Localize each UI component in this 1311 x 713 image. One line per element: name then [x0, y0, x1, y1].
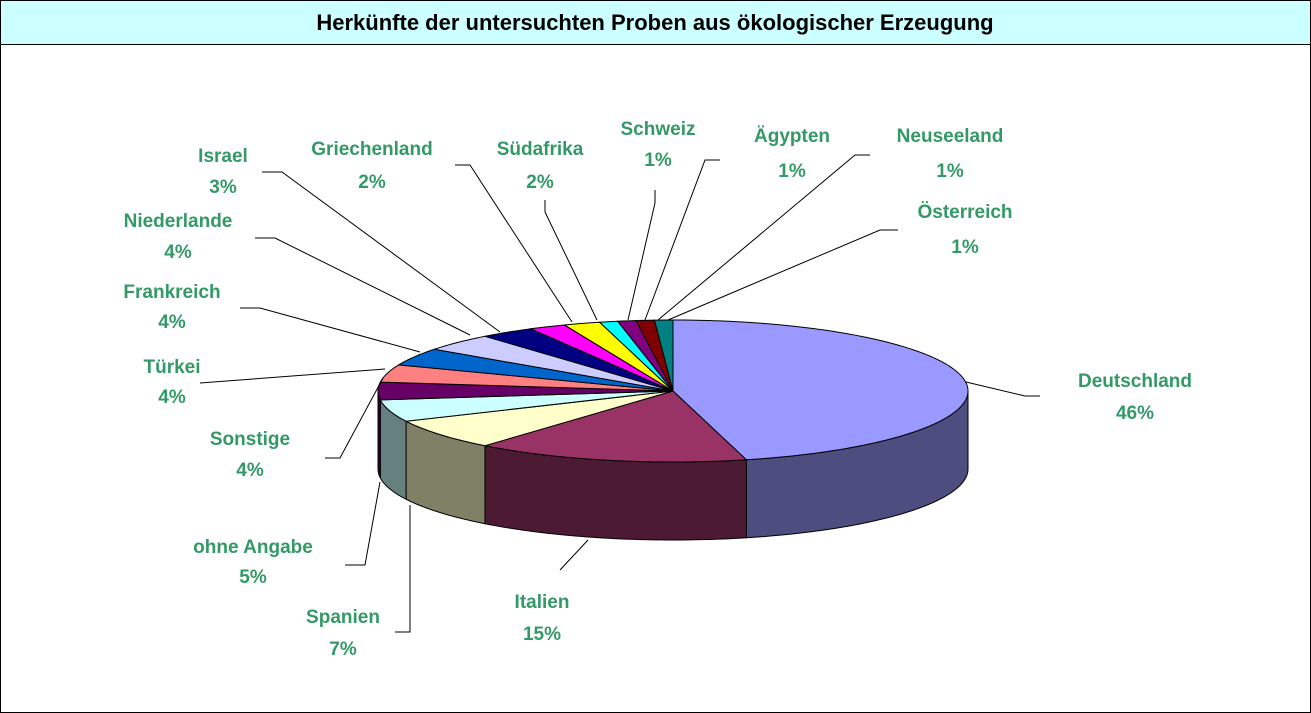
pie-slice: [484, 328, 674, 392]
slice-label: Israel: [198, 146, 248, 167]
slice-label: Ägypten: [754, 126, 830, 147]
pie-slice: [484, 390, 748, 463]
labels: Deutschland 46% Italien 15% Spanien 7% ohne An…: [123, 119, 1192, 660]
pie-slice: [529, 324, 674, 392]
leader-line: [325, 377, 384, 459]
leader-line: [345, 481, 381, 566]
slice-label: ohne Angabe: [193, 537, 313, 558]
pie-slice: [379, 390, 674, 422]
slice-label: Südafrika: [497, 139, 584, 160]
slice-value-label: 15%: [523, 624, 561, 645]
slice-label: Österreich: [917, 202, 1012, 223]
leader-line: [627, 190, 656, 321]
slice-value-label: 4%: [236, 460, 264, 481]
slice-value-label: 2%: [358, 172, 386, 193]
leader-line: [455, 164, 573, 323]
slice-label: Türkei: [143, 357, 200, 378]
leader-line: [657, 154, 870, 321]
leader-line: [667, 229, 898, 321]
slice-label: Niederlande: [124, 211, 233, 232]
pie-slice: [653, 319, 674, 392]
leader-line: [199, 368, 386, 384]
pie-slice: [434, 335, 674, 392]
pie-tops: [377, 319, 969, 463]
leader-line: [965, 381, 1040, 397]
slice-label: Griechenland: [311, 139, 432, 160]
slice-value-label: 5%: [239, 567, 267, 588]
pie-slice: [672, 319, 969, 461]
slice-value-label: 4%: [158, 312, 186, 333]
slice-value-label: 1%: [644, 150, 672, 171]
slice-value-label: 1%: [936, 161, 964, 182]
leader-line: [240, 307, 421, 353]
title-bar: [0, 0, 1311, 45]
pie-slice: [404, 390, 674, 447]
pie-side: [377, 390, 381, 479]
pie-slice: [562, 321, 674, 392]
slice-value-label: 2%: [526, 172, 554, 193]
chart-title: Herkünfte der untersuchten Proben aus ök…: [316, 10, 993, 35]
pie-slice: [397, 348, 674, 392]
slice-label: Spanien: [306, 607, 380, 628]
slice-label: Neuseeland: [897, 126, 1004, 147]
slice-label: Frankreich: [123, 282, 220, 303]
slice-value-label: 3%: [209, 177, 237, 198]
slice-value-label: 4%: [164, 242, 192, 263]
leader-line: [395, 505, 411, 633]
leader-line: [262, 171, 501, 333]
leader-line: [544, 200, 598, 321]
slice-label: Italien: [515, 592, 570, 613]
slice-value-label: 46%: [1116, 403, 1154, 424]
slice-value-label: 1%: [951, 237, 979, 258]
leader-line: [255, 237, 471, 336]
slice-label: Deutschland: [1078, 371, 1192, 392]
slice-label: Schweiz: [621, 119, 696, 140]
slice-value-label: 7%: [329, 639, 357, 660]
leader-line: [644, 159, 720, 321]
slice-value-label: 4%: [158, 387, 186, 408]
slice-label: Sonstige: [210, 429, 290, 450]
slice-value-label: 1%: [778, 161, 806, 182]
leader-line: [559, 539, 589, 571]
